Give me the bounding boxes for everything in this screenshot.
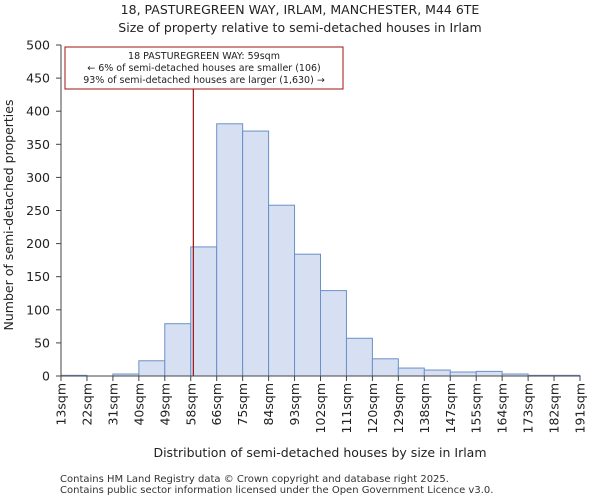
y-tick-label-50: 50 [34,335,50,350]
y-tick-label-300: 300 [26,170,50,185]
y-tick-label-150: 150 [26,269,50,284]
y-tick-label-450: 450 [26,71,50,86]
bar-58sqm [190,246,218,377]
x-tick-label-66sqm: 66sqm [209,383,224,426]
y-tick-label-0: 0 [42,369,50,384]
x-tick-label-58sqm: 58sqm [183,383,198,426]
footer-attribution-1: Contains HM Land Registry data © Crown c… [60,474,449,485]
axes: 0 50 100 150 200 250 300 350 400 450 500 13sqm 22sqm… [26,38,587,434]
annotation-line-3: 93% of semi-detached houses are larger (… [83,75,325,86]
bar-40sqm [138,360,166,377]
x-tick-label-75sqm: 75sqm [235,383,250,426]
bar-129sqm [397,367,425,377]
bar-75sqm [242,130,270,377]
x-tick-label-173sqm: 173sqm [521,383,536,433]
x-tick-label-147sqm: 147sqm [443,383,458,433]
x-tick-label-102sqm: 102sqm [313,383,328,433]
y-axis-label: Number of semi-detached properties [1,100,16,331]
bar-49sqm [164,323,192,377]
property-marker: 18 PASTUREGREEN WAY: 59sqm← 6% of semi-d… [64,46,344,376]
x-tick-label-191sqm: 191sqm [573,383,588,433]
annotation-line-2: ← 6% of semi-detached houses are smaller… [87,63,321,74]
y-tick-label-100: 100 [26,302,50,317]
y-tick-label-200: 200 [26,236,50,251]
bar-93sqm [294,253,321,377]
x-tick-label-13sqm: 13sqm [54,383,69,426]
bar-102sqm [320,290,347,377]
bar-84sqm [268,204,296,377]
x-tick-label-129sqm: 129sqm [391,383,406,433]
bar-111sqm [345,337,373,377]
x-tick-label-31sqm: 31sqm [105,383,120,426]
x-tick-label-138sqm: 138sqm [417,383,432,433]
x-tick-label-40sqm: 40sqm [131,383,146,426]
x-tick-label-93sqm: 93sqm [287,383,302,426]
annotation-box [64,46,344,90]
x-tick-label-164sqm: 164sqm [495,383,510,433]
x-tick-label-182sqm: 182sqm [547,383,562,433]
chart-subtitle: Size of property relative to semi-detach… [118,20,481,35]
annotation-line-1: 18 PASTUREGREEN WAY: 59sqm [128,51,280,62]
x-axis-label: Distribution of semi-detached houses by … [153,445,486,460]
bar-138sqm [423,369,451,377]
y-tick-label-500: 500 [26,38,50,53]
chart-title: 18, PASTUREGREEN WAY, IRLAM, MANCHESTER,… [121,2,480,17]
x-tick-label-155sqm: 155sqm [469,383,484,433]
footer-attribution-2: Contains public sector information licen… [60,485,494,496]
bars [60,123,581,377]
x-tick-label-111sqm: 111sqm [339,383,354,433]
bar-66sqm [216,123,244,377]
bar-147sqm [449,371,477,377]
bar-155sqm [475,370,503,377]
y-tick-label-250: 250 [26,203,50,218]
x-tick-label-120sqm: 120sqm [365,383,380,433]
x-tick-label-84sqm: 84sqm [261,383,276,426]
y-tick-label-350: 350 [26,137,50,152]
x-tick-label-22sqm: 22sqm [79,383,94,426]
x-tick-label-49sqm: 49sqm [157,383,172,426]
y-tick-label-400: 400 [26,104,50,119]
bar-120sqm [371,358,399,377]
